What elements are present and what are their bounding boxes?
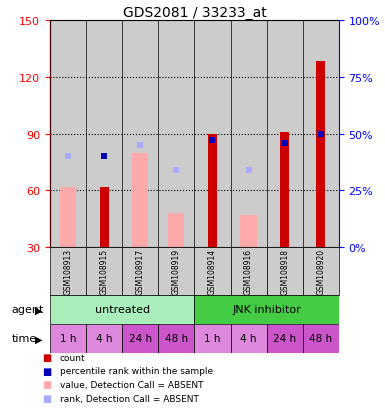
Bar — [50, 21, 86, 248]
Text: GSM108916: GSM108916 — [244, 249, 253, 294]
Bar — [231, 324, 266, 353]
Title: GDS2081 / 33233_at: GDS2081 / 33233_at — [122, 6, 266, 20]
Bar — [60, 187, 76, 248]
Text: ▶: ▶ — [35, 305, 42, 315]
Bar — [316, 62, 325, 248]
Bar — [168, 214, 184, 248]
Bar — [158, 248, 194, 295]
Text: JNK inhibitor: JNK inhibitor — [232, 305, 301, 315]
Text: 4 h: 4 h — [96, 334, 112, 344]
Text: ▶: ▶ — [35, 334, 42, 344]
Bar — [303, 324, 339, 353]
Bar — [280, 132, 289, 248]
Text: GSM108913: GSM108913 — [64, 249, 73, 294]
Bar — [50, 324, 86, 353]
Text: GSM108917: GSM108917 — [136, 249, 145, 294]
Text: 1 h: 1 h — [204, 334, 221, 344]
Text: GSM108918: GSM108918 — [280, 249, 289, 294]
Text: rank, Detection Call = ABSENT: rank, Detection Call = ABSENT — [60, 394, 199, 403]
Bar — [266, 324, 303, 353]
Text: value, Detection Call = ABSENT: value, Detection Call = ABSENT — [60, 380, 203, 389]
Text: 24 h: 24 h — [273, 334, 296, 344]
Bar — [231, 21, 266, 248]
Bar — [50, 295, 194, 324]
Text: GSM108920: GSM108920 — [316, 249, 325, 294]
Bar — [208, 134, 217, 248]
Text: ■: ■ — [42, 380, 52, 389]
Bar — [86, 21, 122, 248]
Text: GSM108915: GSM108915 — [100, 249, 109, 294]
Text: untreated: untreated — [95, 305, 150, 315]
Bar — [241, 216, 257, 248]
Bar — [266, 248, 303, 295]
Text: ■: ■ — [42, 352, 52, 362]
Bar — [86, 324, 122, 353]
Text: agent: agent — [12, 305, 44, 315]
Text: 48 h: 48 h — [309, 334, 332, 344]
Bar — [231, 248, 266, 295]
Bar — [158, 324, 194, 353]
Bar — [303, 21, 339, 248]
Bar — [194, 248, 231, 295]
Bar — [122, 248, 158, 295]
Bar — [158, 21, 194, 248]
Text: 48 h: 48 h — [165, 334, 188, 344]
Text: GSM108919: GSM108919 — [172, 249, 181, 294]
Text: ■: ■ — [42, 366, 52, 376]
Text: count: count — [60, 353, 85, 362]
Text: 24 h: 24 h — [129, 334, 152, 344]
Text: 4 h: 4 h — [240, 334, 257, 344]
Bar — [100, 187, 109, 248]
Text: time: time — [12, 334, 37, 344]
Bar — [194, 295, 339, 324]
Text: percentile rank within the sample: percentile rank within the sample — [60, 366, 213, 375]
Text: GSM108914: GSM108914 — [208, 249, 217, 294]
Bar — [266, 21, 303, 248]
Bar — [122, 324, 158, 353]
Bar — [194, 21, 231, 248]
Bar — [86, 248, 122, 295]
Bar — [132, 153, 148, 248]
Bar — [303, 248, 339, 295]
Text: ■: ■ — [42, 393, 52, 403]
Bar — [122, 21, 158, 248]
Bar — [194, 324, 231, 353]
Text: 1 h: 1 h — [60, 334, 76, 344]
Bar — [50, 248, 86, 295]
